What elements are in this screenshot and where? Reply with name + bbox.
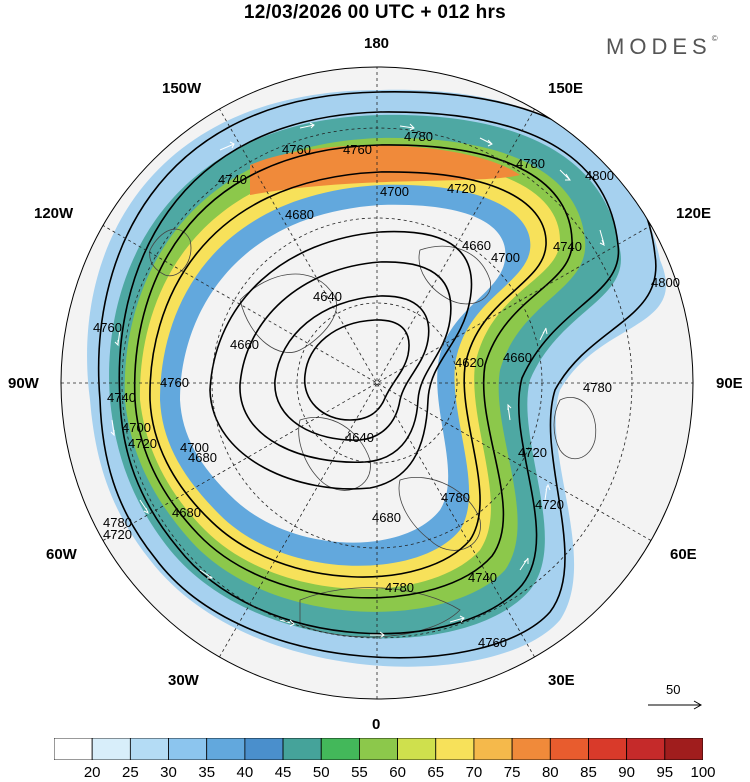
- contour-label: 4760: [282, 142, 311, 157]
- contour-label: 4760: [160, 375, 189, 390]
- contour-label: 4780: [404, 129, 433, 144]
- contour-label: 4800: [651, 275, 680, 290]
- contour-label: 4760: [343, 142, 372, 157]
- colorbar-label: 80: [541, 764, 559, 781]
- contour-label: 4720: [447, 181, 476, 196]
- lon-label-90e: 90E: [716, 375, 743, 392]
- contour-label: 4660: [230, 337, 259, 352]
- contour-label: 4680: [188, 450, 217, 465]
- colorbar-swatch: [511, 738, 551, 760]
- contour-label: 4660: [503, 350, 532, 365]
- colorbar-swatch: [320, 738, 360, 760]
- contour-label: 4780: [583, 380, 612, 395]
- colorbar-swatch: [626, 738, 666, 760]
- contour-label: 4740: [107, 390, 136, 405]
- wind-vectors: [110, 122, 605, 639]
- contour-label: 4780: [516, 156, 545, 171]
- colorbar-swatch: [397, 738, 437, 760]
- lon-label-150w: 150W: [162, 80, 202, 97]
- colorbar-swatch: [549, 738, 589, 760]
- copyright-mark: ©: [711, 34, 718, 43]
- colorbar-swatch: [244, 738, 284, 760]
- colorbar-swatch: [91, 738, 131, 760]
- colorbar-label: 40: [236, 764, 254, 781]
- colorbar-label: 70: [465, 764, 483, 781]
- colorbar-swatch: [664, 738, 703, 760]
- contour-label: 4720: [103, 527, 132, 542]
- colorbar-label: 55: [351, 764, 368, 781]
- colorbar-label: 100: [690, 764, 716, 781]
- inner-calm-region: [180, 204, 506, 543]
- contour-label: 4740: [218, 172, 247, 187]
- colorbar-label: 45: [274, 764, 292, 781]
- contour-label: 4720: [518, 445, 547, 460]
- wind-scale-value: 50: [666, 682, 681, 697]
- contour-label: 4760: [478, 635, 507, 650]
- lon-label-30w: 30W: [168, 672, 199, 689]
- contour-label: 4760: [93, 320, 122, 335]
- colorbar-label: 95: [656, 764, 674, 781]
- lon-label-60e: 60E: [670, 546, 697, 563]
- colorbar-label: 35: [198, 764, 216, 781]
- lon-label-30e: 30E: [548, 672, 575, 689]
- contour-label: 4800: [585, 168, 614, 183]
- contour-label: 4660: [462, 238, 491, 253]
- contour-label: 4640: [313, 289, 342, 304]
- colorbar-swatch: [473, 738, 513, 760]
- lon-label-0: 0: [372, 716, 381, 733]
- contour-label: 4740: [553, 239, 582, 254]
- map-border: [60, 66, 694, 700]
- contour-label: 4740: [468, 570, 497, 585]
- arrow-right-icon: [648, 700, 703, 710]
- contour-label: 4720: [535, 497, 564, 512]
- contour-label: 4700: [180, 440, 209, 455]
- brand-logo: MODES©: [606, 34, 718, 60]
- colorbar-swatch: [359, 738, 398, 760]
- colorbar-label: 25: [122, 764, 139, 781]
- contour-label: 4640: [345, 430, 374, 445]
- lon-label-180: 180: [364, 35, 390, 52]
- colorbar-swatch: [206, 738, 246, 760]
- contour-label: 4680: [172, 505, 201, 520]
- colorbar-label: 60: [389, 764, 406, 781]
- contour-label: 4780: [103, 515, 132, 530]
- lon-label-90w: 90W: [8, 375, 39, 392]
- contour-label: 4680: [372, 510, 401, 525]
- colorbar-swatch: [129, 738, 169, 760]
- contour-label: 4680: [285, 207, 314, 222]
- lon-label-60w: 60W: [46, 546, 77, 563]
- contour-label: 4780: [441, 490, 470, 505]
- colorbar-swatch: [282, 738, 322, 760]
- map-title: 12/03/2026 00 UTC + 012 hrs: [243, 2, 507, 23]
- lon-label-120w: 120W: [34, 205, 74, 222]
- wind-scale: 50: [646, 680, 706, 710]
- colorbar-label: 90: [618, 764, 635, 781]
- contour-label: 4780: [385, 580, 414, 595]
- wind-speed-colorbar: [54, 738, 703, 760]
- colorbar-swatch: [435, 738, 475, 760]
- colorbar-label: 75: [503, 764, 521, 781]
- contour-label: 4720: [128, 436, 157, 451]
- colorbar-label: 85: [580, 764, 597, 781]
- colorbar-label: 50: [312, 764, 330, 781]
- colorbar-label: 30: [160, 764, 177, 781]
- contour-label: 4700: [122, 420, 151, 435]
- jet-band-orange: [250, 145, 520, 195]
- colorbar-swatch: [588, 738, 628, 760]
- lat-lon-grid: [61, 67, 693, 699]
- contour-label: 4620: [455, 355, 484, 370]
- contour-label: 4700: [491, 250, 520, 265]
- contour-label: 4700: [380, 184, 409, 199]
- lon-label-150e: 150E: [548, 80, 584, 97]
- lon-label-120e: 120E: [676, 205, 712, 222]
- brand-name: MODES: [606, 34, 712, 59]
- colorbar-label: 20: [83, 764, 101, 781]
- colorbar-swatch: [54, 738, 93, 760]
- height-contours: [97, 91, 657, 659]
- colorbar-swatch: [168, 738, 208, 760]
- colorbar-label: 65: [427, 764, 445, 781]
